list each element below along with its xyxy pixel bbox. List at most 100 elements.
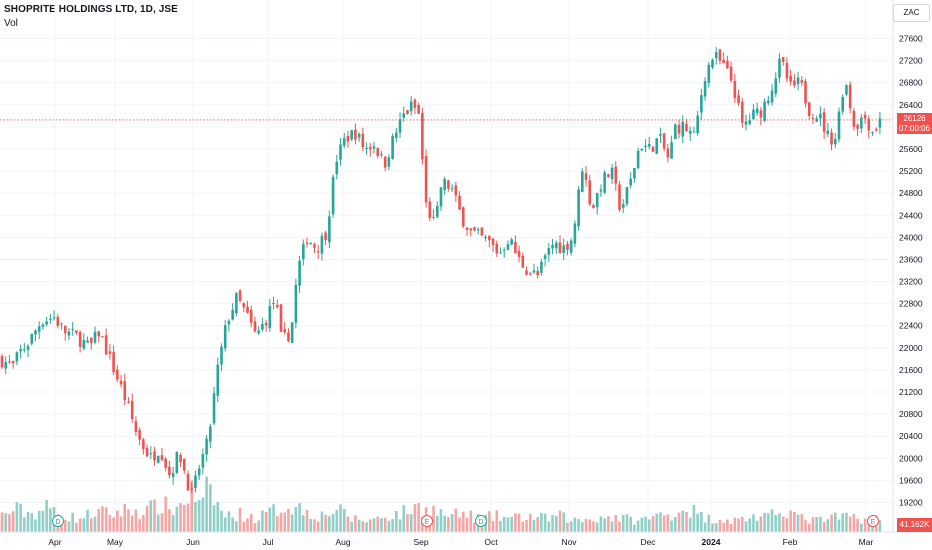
candle-body <box>372 146 376 149</box>
volume-bar <box>525 519 528 532</box>
candle-body <box>528 273 532 275</box>
grid-lines <box>0 0 893 532</box>
volume-bar <box>119 516 123 532</box>
volume-bar <box>740 516 744 532</box>
candle-body <box>209 426 212 442</box>
volume-bar <box>249 513 253 532</box>
candle-body <box>804 81 807 104</box>
candle-body <box>212 393 216 424</box>
volume-bar <box>82 518 86 532</box>
candle-body <box>700 95 703 113</box>
candle-body <box>331 176 335 215</box>
volume-bar <box>752 514 755 532</box>
volume-bar <box>153 499 156 532</box>
price-axis: 19200 19600 20000 20400 20800 21200 21600 22000… <box>899 34 923 508</box>
candle-body <box>770 90 774 103</box>
volume-bar <box>398 519 402 532</box>
volume-bar <box>845 512 848 532</box>
volume-bar <box>26 512 30 532</box>
event-marker[interactable]: D <box>475 515 487 527</box>
candle-body <box>458 195 461 210</box>
candle-body <box>71 328 74 330</box>
price-tick-label: 23200 <box>899 277 923 287</box>
volume-bar <box>588 519 592 532</box>
volume-bar <box>458 517 461 532</box>
candle-body <box>49 318 52 320</box>
candle-body <box>491 238 495 246</box>
event-marker-label: E <box>871 519 876 526</box>
candle-body <box>97 331 101 337</box>
volume-bar <box>354 515 357 532</box>
candle-body <box>465 227 469 230</box>
candle-body <box>142 439 145 450</box>
candle-body <box>346 136 350 142</box>
candle-body <box>532 270 536 273</box>
volume-bar <box>231 517 234 532</box>
candle-body <box>287 332 290 342</box>
candle-body <box>89 337 93 343</box>
volume-bar <box>569 521 573 532</box>
volume-bar <box>603 518 606 532</box>
candle-body <box>554 242 558 249</box>
volume-bar <box>573 517 577 532</box>
volume-bar <box>830 514 833 532</box>
candle-body <box>134 421 138 432</box>
candle-body <box>733 81 737 98</box>
price-tick-label: 25600 <box>899 144 923 154</box>
candle-body <box>822 112 826 132</box>
candle-body <box>439 187 443 207</box>
event-marker[interactable]: D <box>52 515 64 527</box>
candle-body <box>473 227 476 231</box>
volume-bar <box>331 514 335 532</box>
time-tick-label: Feb <box>783 537 798 547</box>
volume-bar <box>748 518 752 532</box>
candle-body <box>216 364 220 396</box>
volume-bar <box>685 511 688 532</box>
volume-bar <box>417 503 420 532</box>
volume-bar <box>201 497 205 532</box>
price-tick-label: 20000 <box>899 453 923 463</box>
candle-body <box>781 57 785 62</box>
volume-bar <box>86 509 89 532</box>
volume-bar <box>387 520 391 532</box>
event-marker[interactable]: E <box>421 515 433 527</box>
volume-bar <box>581 522 584 532</box>
candle-body <box>711 59 714 68</box>
candle-body <box>454 185 458 196</box>
candle-body <box>514 241 517 254</box>
volume-bar <box>826 519 830 532</box>
volume-bar <box>633 524 636 532</box>
candle-body <box>413 99 417 108</box>
volume-bar <box>205 476 208 532</box>
volume-bar <box>781 516 785 532</box>
volume-bar <box>435 515 439 532</box>
candle-body <box>647 143 651 147</box>
volume-bar <box>246 518 249 532</box>
candle-body <box>428 201 432 218</box>
candle-body <box>636 150 640 169</box>
price-tick-label: 19600 <box>899 475 923 485</box>
volume-bar <box>547 521 551 532</box>
volume-bar <box>674 517 677 532</box>
volume-bar <box>19 503 22 532</box>
candle-body <box>461 207 465 227</box>
candle-body <box>644 145 647 147</box>
candle-body <box>112 352 115 373</box>
candle-body <box>402 113 406 118</box>
price-tick-label: 27200 <box>899 56 923 66</box>
price-tick-label: 26800 <box>899 78 923 88</box>
candle-body <box>380 154 383 156</box>
last-price-value: 26126 <box>903 114 926 123</box>
volume-bar <box>793 511 796 532</box>
price-tick-label: 20800 <box>899 409 923 419</box>
time-tick-label: Dec <box>640 537 656 547</box>
currency-button[interactable]: ZAC <box>893 4 930 22</box>
volume-bar <box>238 507 242 532</box>
candle-body <box>305 242 309 245</box>
volume-bar <box>89 518 93 532</box>
candle-body <box>677 124 681 134</box>
candle-body <box>335 161 339 175</box>
event-marker[interactable]: E <box>867 515 879 527</box>
volume-bar <box>49 508 52 532</box>
